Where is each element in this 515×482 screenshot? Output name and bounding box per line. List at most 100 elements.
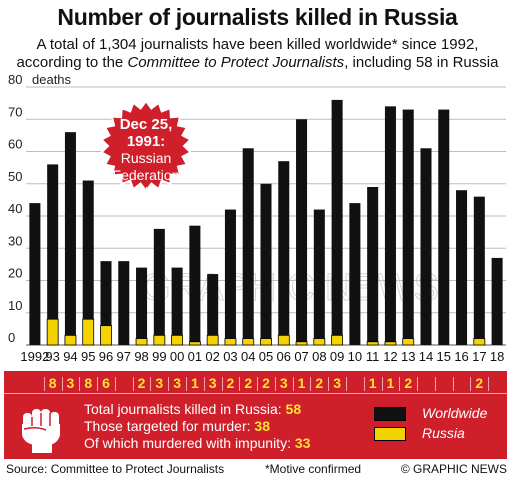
bar-worldwide: [136, 267, 148, 345]
starburst-badge: [100, 100, 192, 192]
russia-count-cell: 2: [315, 375, 324, 391]
russia-count-cell: [488, 373, 506, 393]
stat-total: Total journalists killed in Russia: 58: [84, 401, 310, 418]
stats-block: Total journalists killed in Russia: 58 T…: [84, 401, 310, 452]
russia-count-cell: 3: [66, 375, 75, 391]
subtitle-source: Committee to Protect Journalists: [127, 54, 345, 71]
russia-count-cell: [26, 373, 44, 393]
bar-worldwide: [402, 109, 414, 345]
russia-row-separator: [417, 377, 419, 391]
x-tick-label: 14: [419, 349, 433, 364]
y-tick-label: 50: [8, 169, 22, 184]
russia-row-separator: [328, 377, 330, 391]
bar-russia: [313, 338, 326, 346]
russia-row-separator: [346, 377, 347, 391]
bar-russia: [135, 338, 148, 346]
stat-impunity-value: 33: [294, 435, 311, 451]
bar-russia: [64, 334, 77, 346]
stat-targeted: Those targeted for murder: 38: [84, 418, 310, 435]
russia-row-separator: [114, 377, 116, 391]
legend-label-worldwide: Worldwide: [422, 405, 488, 421]
annotation-text: Dec 25, 1991: Russian Federation establi…: [100, 116, 192, 201]
x-tick-label: 02: [205, 349, 219, 364]
russia-count-cell: 2: [262, 375, 270, 391]
russia-row-separator: [97, 377, 99, 391]
bar-worldwide: [64, 132, 76, 345]
x-tick-label: 18: [490, 349, 504, 364]
russia-count-cell: 8: [84, 375, 93, 391]
bar-russia: [366, 341, 379, 346]
russia-count-cell: 6: [102, 375, 110, 391]
russia-count-cell: 1: [297, 375, 306, 391]
russia-count-cell: 3: [155, 375, 164, 391]
bar-worldwide: [47, 164, 59, 345]
bar-worldwide: [207, 274, 219, 345]
credit: © GRAPHIC NEWS: [400, 462, 507, 476]
bar-worldwide: [189, 225, 201, 345]
russia-count-cell: 1: [190, 375, 199, 391]
russia-row-separator: [381, 377, 383, 391]
bar-russia: [224, 338, 237, 346]
x-tick-label: 01: [188, 349, 202, 364]
bar-worldwide: [367, 186, 379, 345]
russia-row-separator: [150, 377, 152, 391]
bar-worldwide: [278, 161, 290, 345]
russia-count-cell: [453, 373, 471, 393]
russia-row-separator: [132, 377, 134, 391]
bar-russia: [171, 334, 184, 346]
bar-worldwide: [296, 119, 308, 345]
x-tick-label: 00: [170, 349, 184, 364]
russia-count-cell: 1: [368, 375, 377, 391]
russia-row-separator: [43, 377, 45, 391]
russia-row-separator: [310, 377, 312, 391]
bar-russia: [331, 334, 344, 346]
bar-worldwide: [491, 257, 503, 345]
y-tick-label: 40: [8, 201, 22, 216]
russia-count-cell: 2: [404, 375, 413, 391]
bar-worldwide: [456, 190, 468, 345]
russia-count-cell: [435, 373, 453, 393]
legend-label-russia: Russia: [422, 425, 465, 441]
x-tick-label: 07: [294, 349, 308, 364]
russia-count-cell: 3: [333, 375, 341, 391]
stat-total-label: Total journalists killed in Russia:: [84, 401, 286, 417]
annotation-line-3: established: [110, 184, 182, 200]
bar-russia: [46, 318, 59, 346]
bar-worldwide: [82, 180, 94, 345]
x-tick-label: 96: [99, 349, 113, 364]
stat-targeted-value: 38: [254, 418, 270, 434]
bar-russia: [384, 341, 397, 346]
russia-count-cell: 2: [475, 375, 484, 391]
russia-count-cell: [346, 373, 364, 393]
x-tick-label: 03: [223, 349, 237, 364]
x-tick-label: 98: [134, 349, 148, 364]
bar-worldwide: [420, 148, 432, 345]
motive-note: *Motive confirmed: [265, 462, 362, 476]
x-tick-label: 12: [383, 349, 397, 364]
russia-count-cell: 1: [386, 375, 395, 391]
russia-count-cell: 3: [173, 375, 181, 391]
russia-row-separator: [203, 377, 205, 391]
x-tick-label: 06: [277, 349, 291, 364]
bar-worldwide: [313, 209, 325, 345]
russia-row-separator: [488, 377, 490, 391]
russia-row-separator: [452, 377, 454, 391]
bar-russia: [260, 338, 272, 346]
russia-count-cell: 2: [244, 375, 253, 391]
y-tick-label: 0: [8, 330, 15, 345]
y-tick-label: 70: [8, 104, 22, 119]
russia-row-separator: [363, 377, 365, 391]
russia-row-separator: [292, 377, 294, 391]
x-tick-label: 15: [437, 349, 451, 364]
bar-russia: [242, 338, 255, 346]
x-tick-label: 17: [472, 349, 486, 364]
bar-worldwide: [224, 209, 236, 345]
x-tick-label: 05: [259, 349, 273, 364]
x-tick-label: 09: [330, 349, 344, 364]
subtitle-line-1: A total of 1,304 journalists have been k…: [36, 36, 479, 53]
x-tick-label: 10: [348, 349, 362, 364]
x-tick-label: 95: [81, 349, 95, 364]
divider: [4, 393, 507, 394]
